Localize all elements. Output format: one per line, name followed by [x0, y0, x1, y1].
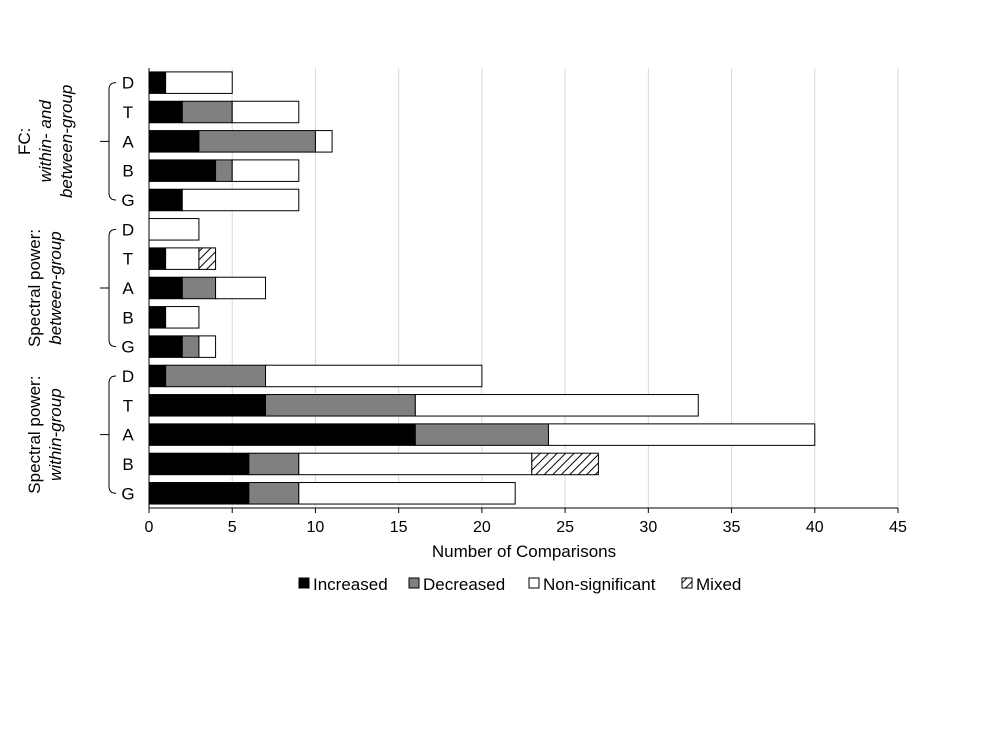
legend-label: Decreased — [423, 575, 505, 594]
category-label: B — [122, 455, 133, 474]
bar-segment-decreased — [215, 159, 233, 182]
bar-segment-decreased — [414, 423, 549, 446]
bar-segment-increased — [148, 130, 200, 153]
bar-segment-non-significant — [198, 335, 217, 358]
bar-segment-decreased — [198, 130, 316, 153]
bar-segment-increased — [148, 364, 167, 388]
bars — [148, 71, 816, 505]
bar-segment-non-significant — [181, 188, 300, 212]
bar-segment-non-significant — [215, 276, 267, 300]
x-tick-label: 0 — [145, 519, 154, 536]
axes: 0 5 10 15 20 25 30 35 40 45 — [145, 68, 907, 536]
bar-segment-non-significant — [298, 482, 516, 505]
category-label: G — [121, 191, 134, 210]
legend-swatch — [681, 577, 693, 589]
bar-segment-decreased — [181, 100, 233, 124]
bar-segment-non-significant — [165, 71, 233, 94]
bar-segment-increased — [148, 188, 183, 212]
bar-segment-non-significant — [165, 247, 200, 270]
bar-segment-decreased — [248, 482, 300, 505]
x-tick-label: 30 — [639, 519, 657, 536]
x-tick-label: 5 — [228, 519, 237, 536]
bar-segment-non-significant — [165, 306, 200, 329]
group-label-line: within-group — [46, 388, 65, 481]
bar-segment-decreased — [181, 276, 217, 300]
group-bracket — [100, 228, 117, 348]
bar-segment-non-significant — [231, 159, 300, 182]
category-label: A — [122, 279, 134, 298]
bar-segment-increased — [148, 394, 267, 417]
legend-swatch — [528, 577, 540, 589]
bar-segment-decreased — [248, 452, 300, 476]
x-tick-label: 10 — [307, 519, 325, 536]
bar-segment-increased — [148, 452, 250, 476]
bar-segment-non-significant — [148, 218, 200, 241]
legend-label: Mixed — [696, 575, 741, 594]
category-label: A — [122, 132, 134, 151]
bar-segment-non-significant — [414, 394, 699, 417]
bar-segment-mixed — [198, 247, 217, 270]
bar-segment-increased — [148, 247, 167, 270]
category-label: G — [121, 338, 134, 357]
x-tick-label: 40 — [806, 519, 824, 536]
category-label: B — [122, 162, 133, 181]
bar-segment-decreased — [181, 335, 200, 358]
bar-segment-non-significant — [265, 364, 483, 388]
bar-segment-mixed — [531, 452, 599, 476]
bar-segment-decreased — [265, 394, 416, 417]
x-tick-label: 35 — [723, 519, 741, 536]
bar-segment-increased — [148, 276, 183, 300]
bar-segment-increased — [148, 423, 416, 446]
legend-label: Non-significant — [543, 575, 656, 594]
x-tick-label: 25 — [556, 519, 574, 536]
group-label-line: Spectral power: — [25, 376, 44, 494]
category-label: D — [122, 74, 134, 93]
bar-segment-increased — [148, 71, 167, 94]
category-label: D — [122, 220, 134, 239]
category-label: D — [122, 367, 134, 386]
legend: Increased Decreased Non-significant Mixed — [298, 575, 741, 594]
legend-label: Increased — [313, 575, 388, 594]
category-label: T — [123, 250, 133, 269]
category-label: G — [121, 484, 134, 503]
bar-segment-increased — [148, 100, 183, 124]
x-axis-title: Number of Comparisons — [432, 542, 616, 561]
group-label-line: FC: — [15, 128, 34, 155]
bar-segment-non-significant — [547, 423, 816, 446]
group-bracket — [100, 375, 117, 494]
group-label-line: within- and — [36, 100, 55, 183]
legend-swatch — [408, 577, 420, 589]
group-label-line: between-group — [57, 85, 76, 198]
x-tick-label: 20 — [473, 519, 491, 536]
category-label: B — [122, 308, 133, 327]
category-label: A — [122, 426, 134, 445]
bar-segment-increased — [148, 335, 183, 358]
bar-segment-decreased — [165, 364, 267, 388]
category-label: T — [123, 103, 133, 122]
bar-segment-increased — [148, 306, 167, 329]
group-bracket — [100, 82, 117, 201]
bar-segment-increased — [148, 482, 250, 505]
bar-segment-non-significant — [298, 452, 533, 476]
x-tick-label: 15 — [390, 519, 408, 536]
group-label-line: between-group — [46, 231, 65, 344]
x-tick-label: 45 — [889, 519, 907, 536]
bar-segment-non-significant — [231, 100, 300, 124]
category-label: T — [123, 396, 133, 415]
legend-swatch — [298, 577, 310, 589]
group-label-line: Spectral power: — [25, 229, 44, 347]
bar-segment-increased — [148, 159, 217, 182]
bar-segment-non-significant — [314, 130, 333, 153]
